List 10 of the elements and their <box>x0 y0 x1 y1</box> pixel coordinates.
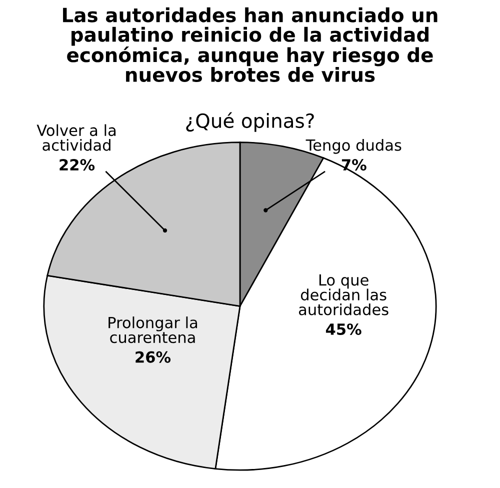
slice-label: Prolongar la cuarentena <box>108 316 198 344</box>
chart-title: Las autoridades han anunciado un paulatino reinicio de la actividad económica, aunque hay riesgo de nuevos brotes de virus <box>63 7 438 82</box>
slice-label: Tengo dudas <box>306 139 402 154</box>
data-label: 26% <box>136 351 171 363</box>
slice-label: Lo que decidan las autoridades <box>298 274 388 316</box>
data-label: 7% <box>342 159 366 171</box>
data-label: 45% <box>326 323 362 335</box>
chart-subtitle: ¿Qué opinas? <box>186 112 314 132</box>
slice-label: Volver a la actividad <box>36 124 116 151</box>
data-label: 22% <box>60 159 95 171</box>
